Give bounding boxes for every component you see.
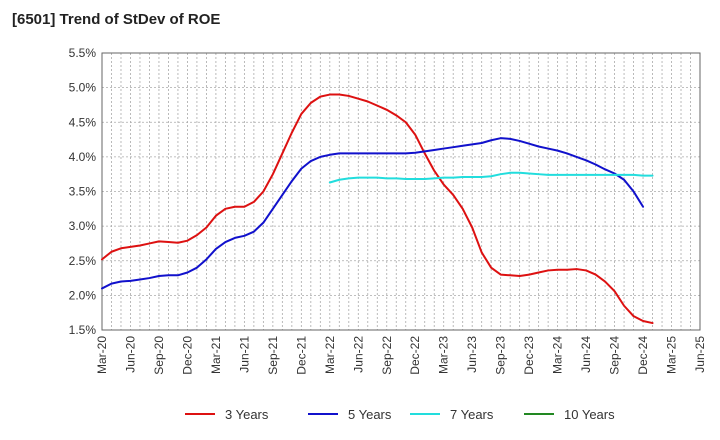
x-tick-label: Dec-24	[636, 336, 650, 375]
x-tick-label: Jun-21	[237, 336, 251, 373]
grid-layer	[101, 52, 701, 331]
x-tick-label: Dec-23	[522, 336, 536, 375]
x-tick-label: Mar-24	[551, 336, 565, 374]
y-tick-label: 4.5%	[69, 115, 97, 129]
legend-label: 7 Years	[450, 407, 494, 422]
axis-layer: 1.5% 2.0% 2.5% 3.0% 3.5% 4.0% 4.5% 5.0% 5.5% Mar-…	[69, 46, 707, 375]
x-tick-label: Sep-21	[266, 336, 280, 375]
x-tick-label: Mar-25	[665, 336, 679, 374]
x-tick-label: Jun-20	[123, 336, 137, 373]
y-tick-label: 1.5%	[69, 323, 97, 337]
x-tick-label: Jun-23	[465, 336, 479, 373]
y-tick-label: 3.5%	[69, 185, 97, 199]
y-tick-label: 3.0%	[69, 219, 97, 233]
x-tick-label: Sep-20	[152, 336, 166, 375]
x-tick-label: Jun-24	[579, 336, 593, 373]
chart-title: [6501] Trend of StDev of ROE	[12, 11, 221, 28]
y-tick-label: 5.5%	[69, 46, 97, 60]
series-line-3-years	[101, 93, 654, 325]
legend-label: 5 Years	[348, 407, 392, 422]
x-tick-label: Mar-21	[209, 336, 223, 374]
y-tick-label: 4.0%	[69, 150, 97, 164]
x-tick-label: Mar-23	[437, 336, 451, 374]
x-tick-label: Sep-23	[494, 336, 508, 375]
x-tick-label: Jun-22	[351, 336, 365, 373]
x-tick-label: Mar-20	[95, 336, 109, 374]
legend-label: 10 Years	[564, 407, 615, 422]
x-tick-label: Sep-24	[608, 336, 622, 375]
x-tick-label: Sep-22	[380, 336, 394, 375]
x-tick-label: Jun-25	[693, 336, 707, 373]
series-line-7-years	[328, 171, 654, 184]
legend-label: 3 Years	[225, 407, 269, 422]
y-tick-label: 2.5%	[69, 254, 97, 268]
legend: 3 Years 5 Years 7 Years 10 Years	[185, 407, 615, 422]
x-tick-label: Dec-20	[180, 336, 194, 375]
plot-area-border	[101, 52, 701, 331]
x-tick-label: Dec-21	[294, 336, 308, 375]
series-layer	[101, 93, 654, 325]
x-tick-label: Dec-22	[408, 336, 422, 375]
x-tick-label: Mar-22	[323, 336, 337, 374]
y-tick-label: 2.0%	[69, 288, 97, 302]
series-line-5-years	[101, 137, 645, 290]
y-tick-label: 5.0%	[69, 81, 97, 95]
